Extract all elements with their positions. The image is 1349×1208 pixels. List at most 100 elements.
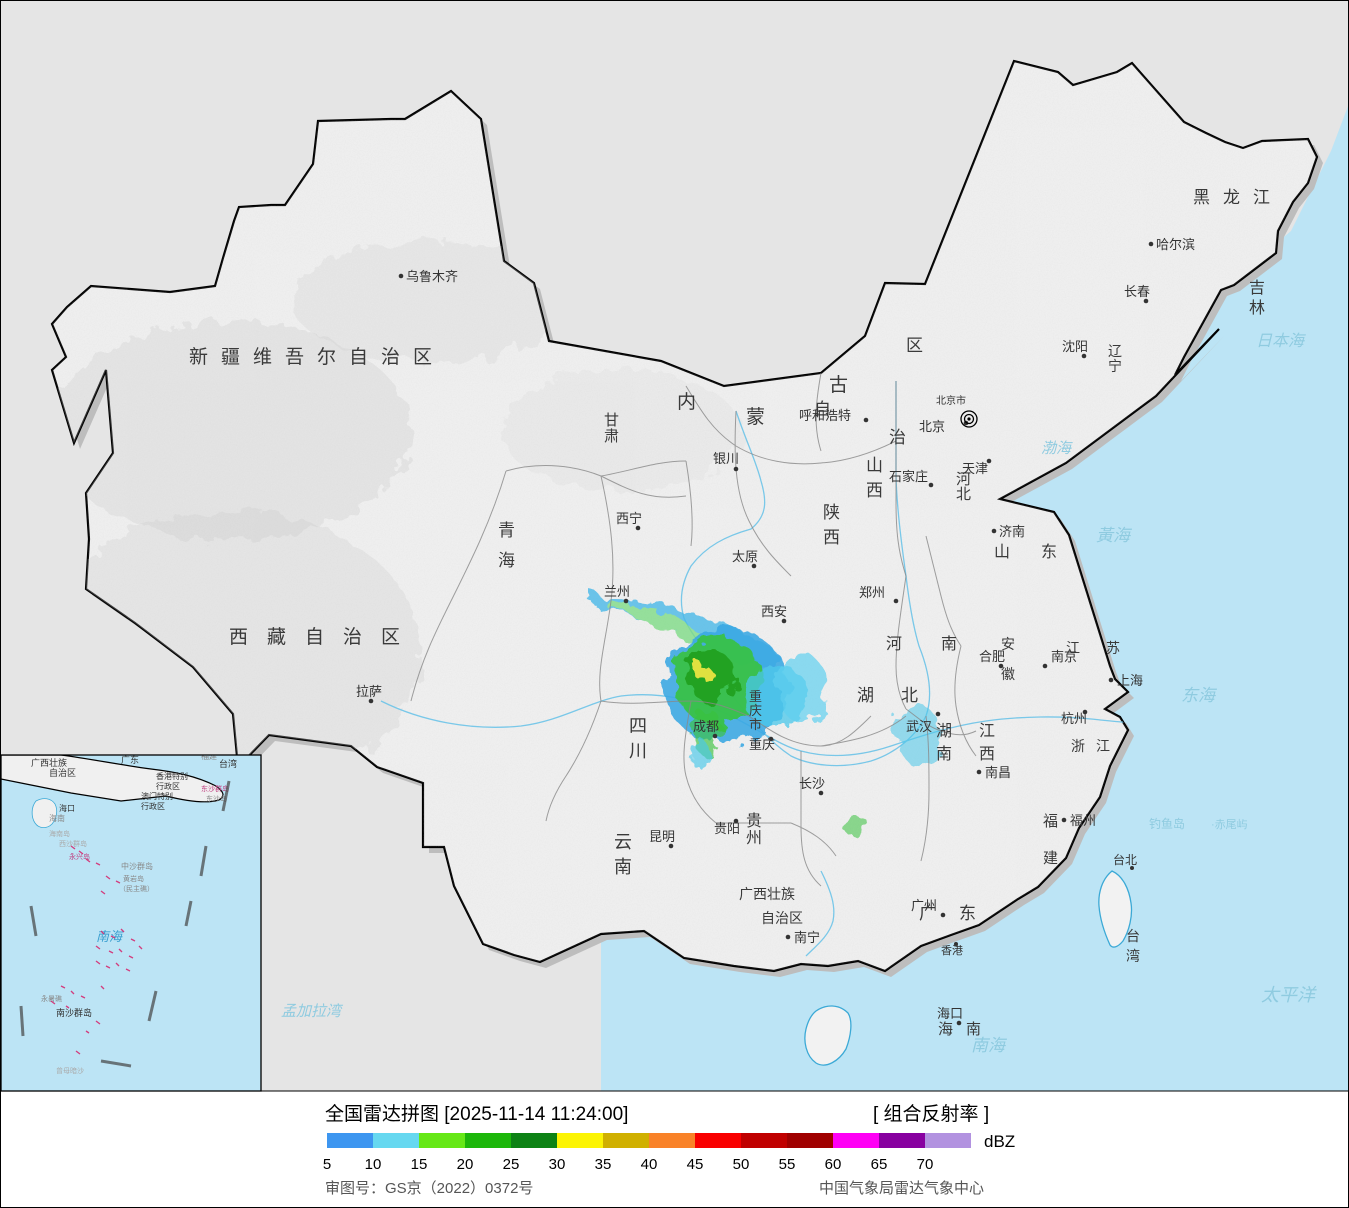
svg-text:10: 10 [365, 1156, 382, 1173]
svg-text:全国雷达拼图 [2025-11-14 11:24:00]: 全国雷达拼图 [2025-11-14 11:24:00] [325, 1103, 628, 1125]
svg-text:山: 山 [866, 456, 883, 475]
svg-text:重庆: 重庆 [749, 737, 775, 752]
svg-text:福州: 福州 [1070, 813, 1096, 828]
svg-text:广西壮族: 广西壮族 [739, 886, 795, 902]
svg-text:北京市: 北京市 [936, 394, 966, 407]
svg-text:海口: 海口 [59, 803, 75, 813]
svg-text:成都: 成都 [693, 719, 719, 734]
svg-text:沈阳: 沈阳 [1062, 339, 1088, 354]
svg-text:日本海: 日本海 [1256, 332, 1306, 350]
svg-text:广西壮族: 广西壮族 [31, 757, 67, 768]
svg-text:海: 海 [498, 551, 515, 570]
svg-text:南海: 南海 [96, 929, 124, 944]
svg-text:南: 南 [936, 745, 952, 763]
svg-text:海南岛: 海南岛 [49, 829, 70, 838]
svg-text:贵: 贵 [746, 812, 762, 830]
svg-text:湾: 湾 [1126, 948, 1140, 964]
svg-text:林: 林 [1249, 299, 1265, 317]
svg-text:吉: 吉 [1249, 279, 1265, 297]
svg-text:哈尔滨: 哈尔滨 [1156, 237, 1195, 252]
svg-text:蒙: 蒙 [746, 406, 765, 428]
svg-text:庆: 庆 [749, 703, 762, 718]
svg-text:中沙群岛: 中沙群岛 [121, 861, 153, 871]
svg-text:渤海: 渤海 [1041, 440, 1073, 457]
svg-text:20: 20 [457, 1156, 474, 1173]
svg-text:北京: 北京 [919, 419, 945, 434]
svg-text:5: 5 [323, 1156, 331, 1173]
svg-text:杭州: 杭州 [1061, 711, 1087, 726]
svg-text:广东: 广东 [121, 754, 139, 765]
svg-text:香港特别: 香港特别 [156, 771, 188, 781]
svg-text:太平洋: 太平洋 [1261, 985, 1317, 1005]
svg-text:兰州: 兰州 [604, 584, 630, 599]
svg-text:长沙: 长沙 [799, 776, 825, 791]
svg-text:拉萨: 拉萨 [356, 684, 382, 699]
svg-text:西: 西 [979, 746, 995, 763]
svg-text:古: 古 [829, 374, 848, 396]
svg-text:昆明: 昆明 [649, 829, 675, 844]
svg-text:银川: 银川 [713, 451, 739, 466]
svg-text:湖: 湖 [936, 722, 952, 740]
svg-text:黃海: 黃海 [1096, 526, 1133, 545]
svg-text:15: 15 [411, 1156, 428, 1173]
svg-text:海南: 海南 [49, 813, 65, 823]
svg-text:台湾: 台湾 [219, 758, 237, 769]
svg-text:澳门特别: 澳门特别 [141, 791, 173, 801]
svg-text:孟加拉湾: 孟加拉湾 [281, 1003, 344, 1020]
svg-text:海: 海 [938, 1021, 953, 1038]
svg-text:南京: 南京 [1051, 649, 1077, 664]
svg-text:25: 25 [503, 1156, 520, 1173]
svg-text:香港: 香港 [941, 944, 963, 957]
svg-text:行政区: 行政区 [141, 801, 165, 811]
svg-text:南: 南 [941, 635, 957, 653]
svg-text:海口: 海口 [937, 1006, 963, 1021]
svg-text:中国气象局雷达气象中心: 中国气象局雷达气象中心 [819, 1180, 984, 1197]
svg-text:审图号：GS京（2022）0372号: 审图号：GS京（2022）0372号 [325, 1180, 533, 1197]
svg-text:广州: 广州 [911, 898, 937, 913]
svg-text:合肥: 合肥 [979, 649, 1005, 664]
svg-text:湖: 湖 [857, 686, 874, 705]
svg-text:南海: 南海 [971, 1036, 1008, 1055]
svg-text:西: 西 [823, 528, 840, 547]
svg-text:50: 50 [733, 1156, 750, 1173]
svg-text:州: 州 [746, 830, 762, 847]
svg-text:四: 四 [629, 716, 647, 736]
svg-text:钓鱼岛: 钓鱼岛 [1149, 816, 1185, 831]
svg-text:55: 55 [779, 1156, 796, 1173]
svg-text:西宁: 西宁 [616, 511, 642, 526]
svg-text:区: 区 [906, 336, 923, 355]
svg-text:重: 重 [749, 689, 762, 704]
svg-text:济南: 济南 [999, 524, 1025, 539]
svg-text:贵阳: 贵阳 [714, 821, 740, 836]
svg-text:徽: 徽 [1001, 666, 1015, 682]
svg-text:肃: 肃 [604, 428, 619, 445]
svg-text:河: 河 [886, 635, 902, 653]
svg-text:陕: 陕 [823, 503, 840, 522]
svg-text:浙: 浙 [1071, 738, 1085, 754]
svg-text:市: 市 [749, 717, 762, 732]
svg-text:东沙群岛: 东沙群岛 [201, 784, 229, 793]
svg-text:65: 65 [871, 1156, 888, 1173]
svg-text:·赤尾屿: ·赤尾屿 [1211, 818, 1248, 831]
svg-text:北: 北 [956, 486, 971, 503]
svg-text:[ 组合反射率 ]: [ 组合反射率 ] [873, 1103, 989, 1125]
svg-text:黄岩岛: 黄岩岛 [123, 874, 144, 883]
svg-text:北: 北 [901, 686, 918, 705]
svg-text:35: 35 [595, 1156, 612, 1173]
svg-text:60: 60 [825, 1156, 842, 1173]
svg-text:江: 江 [979, 722, 995, 740]
svg-text:江: 江 [1253, 188, 1270, 207]
svg-text:建: 建 [1043, 850, 1058, 867]
svg-text:辽: 辽 [1108, 343, 1122, 359]
svg-text:自治区: 自治区 [49, 767, 76, 778]
svg-text:长春: 长春 [1124, 284, 1150, 299]
svg-text:龙: 龙 [1223, 188, 1240, 207]
svg-text:黑: 黑 [1193, 188, 1210, 207]
svg-text:西: 西 [866, 481, 883, 500]
svg-text:dBZ: dBZ [984, 1132, 1015, 1151]
svg-text:40: 40 [641, 1156, 658, 1173]
svg-text:上海: 上海 [1117, 673, 1143, 688]
svg-text:自治区: 自治区 [761, 910, 803, 926]
svg-text:南昌: 南昌 [985, 765, 1011, 780]
svg-text:南宁: 南宁 [794, 930, 820, 945]
